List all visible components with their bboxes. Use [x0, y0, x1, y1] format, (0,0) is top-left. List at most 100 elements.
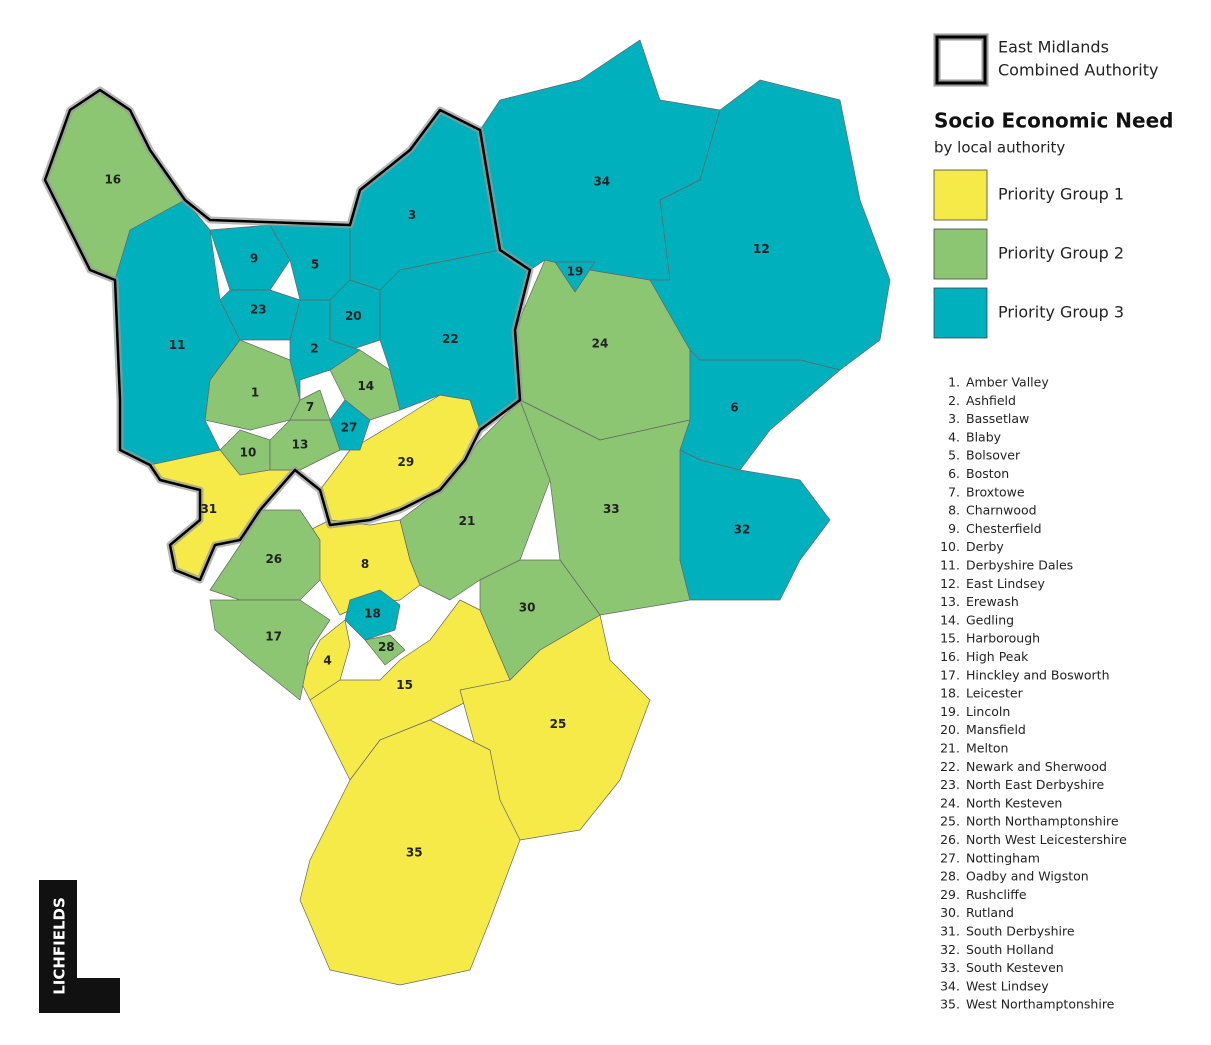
key-name: Oadby and Wigston — [966, 869, 1089, 884]
area — [344, 589, 401, 641]
key-list: 1. Amber Valley 2. Ashfield 3. Bassetlaw 4. Bla… — [940, 375, 1127, 1012]
key-name: Leicester — [966, 686, 1024, 701]
legend: Priority Group 1 Priority Group 2 Priority… — [933, 169, 1124, 339]
key-name: Nottingham — [966, 850, 1040, 865]
key-number: 31. — [940, 924, 960, 939]
key-number: 9. — [948, 521, 960, 536]
key-name: East Lindsey — [966, 576, 1045, 591]
key-name: Chesterfield — [966, 521, 1042, 536]
area — [299, 719, 521, 986]
area — [329, 399, 371, 451]
area — [679, 349, 841, 471]
key-name: Ashfield — [966, 393, 1016, 408]
area-label: 10 — [240, 446, 257, 460]
area-label: 15 — [396, 678, 413, 692]
key-name: Gedling — [966, 612, 1014, 627]
legend-label: Priority Group 1 — [998, 185, 1124, 204]
key-number: 4. — [948, 429, 960, 444]
key-number: 3. — [948, 411, 960, 426]
boundary-swatch-halo — [933, 33, 989, 87]
key-number: 12. — [940, 576, 960, 591]
area — [209, 224, 291, 291]
area-label: 33 — [603, 502, 620, 516]
area-label: 5 — [311, 258, 319, 272]
key-number: 24. — [940, 795, 960, 810]
key-number: 14. — [940, 612, 960, 627]
area-label: 11 — [169, 338, 186, 352]
key-name: South Kesteven — [966, 960, 1064, 975]
area — [209, 599, 331, 701]
key-number: 21. — [940, 741, 960, 756]
key-number: 28. — [940, 869, 960, 884]
key-number: 32. — [940, 942, 960, 957]
key-number: 1. — [948, 375, 960, 390]
legend-swatch — [933, 169, 988, 221]
area-label: 12 — [753, 242, 770, 256]
area-label: 27 — [341, 421, 358, 435]
legend-title: Socio Economic Need — [934, 109, 1174, 133]
key-name: Harborough — [966, 631, 1040, 646]
area-label: 3 — [408, 208, 416, 222]
legend-label: Priority Group 3 — [998, 303, 1124, 322]
key-name: Bolsover — [966, 448, 1021, 463]
area-label: 16 — [104, 173, 121, 187]
key-name: Boston — [966, 466, 1009, 481]
area — [554, 261, 596, 293]
legend-label: Priority Group 2 — [998, 244, 1124, 263]
key-name: Erewash — [966, 594, 1019, 609]
area — [479, 559, 601, 681]
key-name: North East Derbyshire — [966, 777, 1104, 792]
legend-swatch — [933, 228, 988, 280]
key-name: South Derbyshire — [966, 924, 1075, 939]
boundary-label: Combined Authority — [998, 61, 1158, 80]
key-name: Newark and Sherwood — [966, 759, 1107, 774]
key-name: West Northamptonshire — [966, 997, 1115, 1012]
key-name: Bassetlaw — [966, 411, 1029, 426]
area-label: 24 — [592, 336, 609, 350]
area-label: 20 — [345, 309, 362, 323]
legend-swatch — [933, 287, 988, 339]
legend-subtitle: by local authority — [934, 139, 1065, 157]
key-name: Derby — [966, 539, 1004, 554]
area-label: 31 — [200, 502, 217, 516]
boundary-label: East Midlands — [998, 38, 1109, 57]
key-name: North Kesteven — [966, 795, 1062, 810]
areas — [41, 39, 891, 986]
area-labels: 3129841525351611013714261728242133301192… — [104, 173, 769, 860]
key-number: 16. — [940, 649, 960, 664]
key-number: 6. — [948, 466, 960, 481]
key-name: Hinckley and Bosworth — [966, 667, 1110, 682]
area-label: 21 — [459, 514, 476, 528]
key-number: 33. — [940, 960, 960, 975]
key-number: 22. — [940, 759, 960, 774]
area-label: 18 — [364, 607, 381, 621]
key-name: North Northamptonshire — [966, 814, 1119, 829]
boundary-swatch — [935, 35, 987, 85]
key-name: High Peak — [966, 649, 1029, 664]
key-name: Rutland — [966, 905, 1014, 920]
key-name: Rushcliffe — [966, 887, 1027, 902]
area-label: 7 — [306, 400, 314, 414]
area-label: 9 — [250, 252, 258, 266]
key-name: Broxtowe — [966, 484, 1025, 499]
key-name: West Lindsey — [966, 978, 1049, 993]
key-number: 34. — [940, 978, 960, 993]
area-label: 35 — [406, 845, 423, 859]
area-label: 4 — [323, 653, 331, 667]
area-label: 26 — [265, 552, 282, 566]
key-number: 5. — [948, 448, 960, 463]
key-number: 30. — [940, 905, 960, 920]
key-number: 35. — [940, 997, 960, 1012]
key-number: 23. — [940, 777, 960, 792]
area-label: 30 — [519, 600, 536, 614]
key-number: 7. — [948, 484, 960, 499]
key-name: Amber Valley — [966, 375, 1049, 390]
area — [679, 449, 831, 601]
area-label: 29 — [398, 455, 415, 469]
area — [364, 634, 406, 666]
key-number: 2. — [948, 393, 960, 408]
key-number: 19. — [940, 704, 960, 719]
key-number: 8. — [948, 503, 960, 518]
key-number: 26. — [940, 832, 960, 847]
